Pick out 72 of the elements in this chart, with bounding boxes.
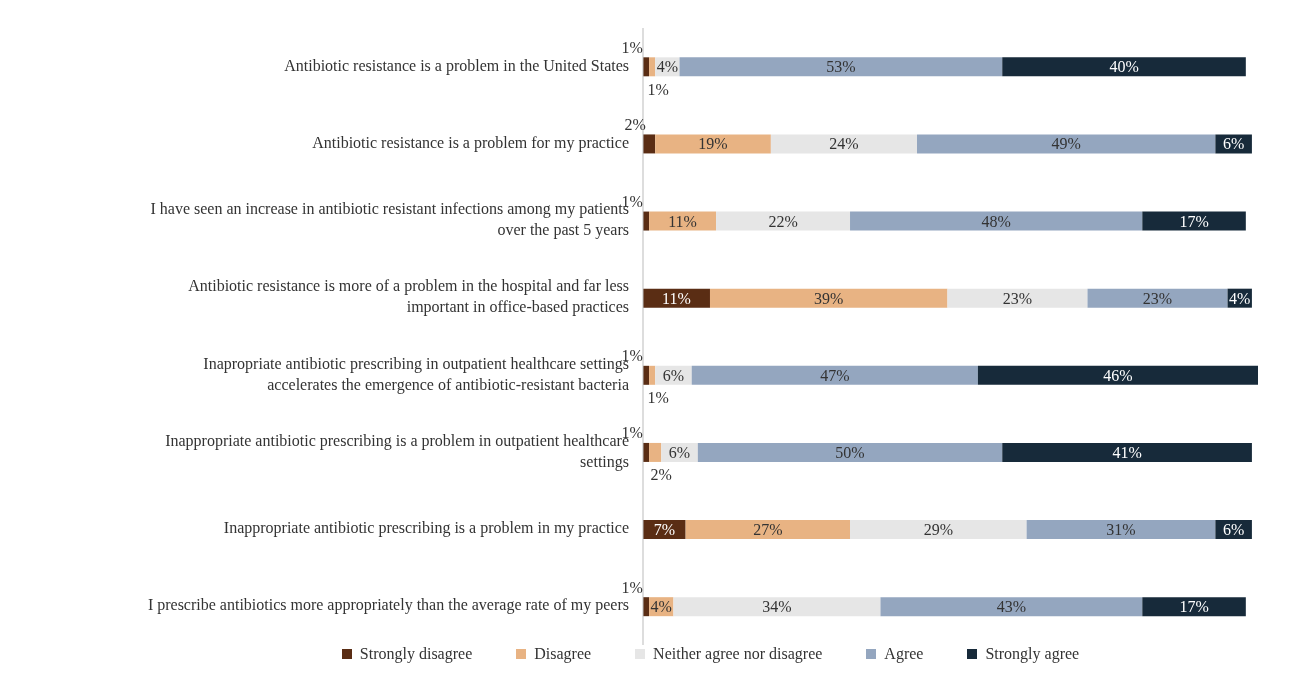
data-label: 6%	[668, 443, 691, 461]
data-label: 41%	[1112, 443, 1142, 461]
data-label: 1%	[647, 80, 669, 98]
legend-label: Strongly disagree	[358, 645, 473, 663]
y-tick-label: Inappropriate antibiotic prescribing is a problem in my practice	[223, 518, 629, 537]
y-tick-label: Antibiotic resistance is more of a problem in the hospital and far less important in office-based practices	[188, 277, 629, 317]
bar	[643, 134, 656, 154]
data-label: 34%	[762, 598, 792, 616]
bar	[716, 211, 851, 231]
data-label: 47%	[820, 366, 850, 384]
bar	[649, 365, 656, 385]
data-label: 4%	[1229, 289, 1251, 307]
bar	[1026, 520, 1216, 540]
data-label: 19%	[698, 135, 728, 153]
bar	[1142, 597, 1246, 617]
bar	[947, 288, 1088, 308]
bar	[709, 288, 948, 308]
bar	[1002, 442, 1252, 462]
data-label: 17%	[1179, 598, 1209, 616]
data-label: 24%	[829, 135, 859, 153]
data-label: 48%	[981, 212, 1011, 230]
bar	[917, 134, 1216, 154]
data-label: 4%	[650, 598, 672, 616]
data-label: 1%	[621, 38, 643, 56]
legend-label: Disagree	[533, 645, 592, 663]
data-label: 40%	[1109, 58, 1139, 76]
legend-label: Neither agree nor disagree	[652, 645, 823, 663]
data-label: 43%	[996, 598, 1027, 616]
bar	[673, 597, 881, 617]
data-label: 2%	[624, 115, 646, 133]
data-label: 1%	[621, 578, 643, 596]
bar	[649, 442, 662, 462]
data-label: 46%	[1103, 366, 1133, 384]
bar	[655, 134, 771, 154]
data-label: 22%	[768, 212, 798, 230]
bar	[850, 520, 1027, 540]
bar	[1002, 57, 1246, 77]
legend-label: Strongly agree	[984, 645, 1080, 663]
data-label: 7%	[653, 521, 675, 539]
data-label: 23%	[1142, 289, 1173, 307]
bar	[770, 134, 918, 154]
data-label: 23%	[1002, 289, 1033, 307]
y-tick-label: Antibiotic resistance is a problem for my practice	[312, 133, 629, 152]
bar	[649, 57, 656, 77]
bar	[685, 520, 851, 540]
data-label: 27%	[753, 521, 783, 539]
data-label: 31%	[1106, 521, 1136, 539]
data-label: 49%	[1051, 135, 1081, 153]
data-label: 11%	[668, 212, 697, 230]
bar	[850, 211, 1143, 231]
data-label: 17%	[1179, 212, 1209, 230]
y-tick-label: I prescribe antibiotics more appropriately than the average rate of my peers	[147, 596, 629, 615]
data-label: 4%	[656, 58, 679, 76]
bar	[1087, 288, 1228, 308]
data-label: 6%	[1222, 521, 1245, 539]
data-label: 39%	[814, 289, 844, 307]
bar	[679, 57, 1003, 77]
data-label: 1%	[647, 389, 669, 407]
data-label: 6%	[1222, 135, 1245, 153]
data-label: 53%	[826, 58, 856, 76]
bar	[1142, 211, 1246, 231]
data-label: 6%	[662, 366, 685, 384]
bar	[977, 365, 1258, 385]
data-label: 11%	[662, 289, 691, 307]
data-label: 29%	[923, 521, 953, 539]
bar	[691, 365, 978, 385]
bar	[697, 442, 1003, 462]
y-tick-label: Antibiotic resistance is a problem in the United States	[284, 56, 629, 75]
bar	[880, 597, 1143, 617]
data-label: 2%	[650, 466, 672, 484]
data-label: 50%	[835, 443, 865, 461]
legend-label: Agree	[883, 645, 924, 663]
